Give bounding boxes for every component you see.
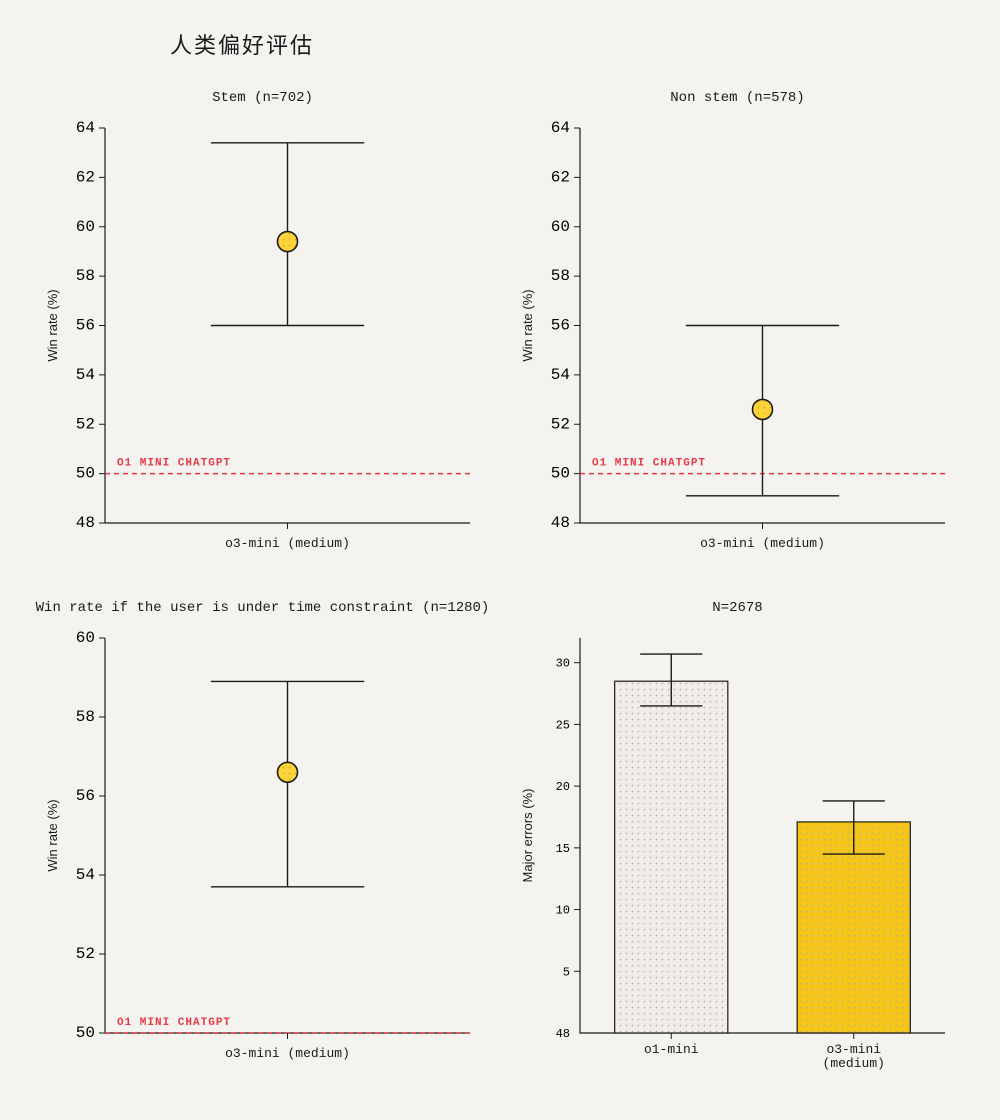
svg-text:60: 60 <box>551 218 570 236</box>
svg-text:48: 48 <box>556 1027 570 1041</box>
panel-time: Win rate if the user is under time const… <box>30 590 495 1090</box>
svg-text:54: 54 <box>76 866 95 884</box>
svg-text:60: 60 <box>76 218 95 236</box>
svg-text:62: 62 <box>551 168 570 186</box>
svg-text:o3-mini (medium): o3-mini (medium) <box>225 536 350 551</box>
svg-text:O1 MINI CHATGPT: O1 MINI CHATGPT <box>117 1017 231 1029</box>
panel-errors-title: N=2678 <box>505 600 970 616</box>
page-title: 人类偏好评估 <box>0 0 1000 60</box>
svg-text:20: 20 <box>556 780 570 794</box>
svg-text:10: 10 <box>556 904 570 918</box>
svg-text:Win rate (%): Win rate (%) <box>45 289 60 361</box>
svg-text:56: 56 <box>76 317 95 335</box>
svg-text:25: 25 <box>556 718 570 732</box>
svg-text:62: 62 <box>76 168 95 186</box>
svg-text:50: 50 <box>76 465 95 483</box>
svg-text:30: 30 <box>556 657 570 671</box>
svg-text:56: 56 <box>551 317 570 335</box>
svg-text:64: 64 <box>551 119 570 137</box>
svg-text:56: 56 <box>76 787 95 805</box>
svg-text:Major errors (%): Major errors (%) <box>520 789 535 883</box>
svg-text:54: 54 <box>551 366 570 384</box>
svg-text:58: 58 <box>76 267 95 285</box>
svg-text:(medium): (medium) <box>823 1056 885 1071</box>
chart-errors: 5 10 15 20 25 30 48 Major errors (%) o1-mini o3-m… <box>505 628 965 1088</box>
svg-text:o3-mini (medium): o3-mini (medium) <box>225 1046 350 1061</box>
svg-text:Win rate (%): Win rate (%) <box>520 289 535 361</box>
panel-stem: Stem (n=702) 48 50 52 54 56 58 60 62 64 Win rate … <box>30 80 495 580</box>
svg-text:50: 50 <box>551 465 570 483</box>
panel-stem-title: Stem (n=702) <box>30 90 495 106</box>
svg-text:O1 MINI CHATGPT: O1 MINI CHATGPT <box>117 458 231 470</box>
svg-text:Win rate (%): Win rate (%) <box>45 799 60 871</box>
panel-errors: N=2678 5 10 15 20 25 30 48 Major errors (%) o1-m… <box>505 590 970 1090</box>
svg-text:48: 48 <box>76 514 95 532</box>
svg-text:50: 50 <box>76 1024 95 1042</box>
svg-text:64: 64 <box>76 119 95 137</box>
chart-time: 50 52 54 56 58 60 Win rate (%) O1 MINI CHATGPT o… <box>30 628 490 1088</box>
chart-stem: 48 50 52 54 56 58 60 62 64 Win rate (%) O1 MINI CH… <box>30 118 490 578</box>
panel-nonstem: Non stem (n=578) 48 50 52 54 56 58 60 62 64 Win r… <box>505 80 970 580</box>
svg-text:o1-mini: o1-mini <box>644 1042 699 1057</box>
svg-text:o3-mini: o3-mini <box>826 1042 881 1057</box>
svg-text:54: 54 <box>76 366 95 384</box>
svg-text:52: 52 <box>551 415 570 433</box>
svg-text:48: 48 <box>551 514 570 532</box>
svg-text:60: 60 <box>76 629 95 647</box>
svg-text:o3-mini (medium): o3-mini (medium) <box>700 536 825 551</box>
svg-text:O1 MINI CHATGPT: O1 MINI CHATGPT <box>592 458 706 470</box>
svg-text:5: 5 <box>563 965 570 979</box>
svg-text:58: 58 <box>76 708 95 726</box>
svg-text:52: 52 <box>76 415 95 433</box>
chart-grid: Stem (n=702) 48 50 52 54 56 58 60 62 64 Win rate … <box>0 60 1000 1120</box>
svg-text:58: 58 <box>551 267 570 285</box>
chart-nonstem: 48 50 52 54 56 58 60 62 64 Win rate (%) O1 MINI CH… <box>505 118 965 578</box>
svg-text:52: 52 <box>76 945 95 963</box>
svg-text:15: 15 <box>556 842 570 856</box>
panel-time-title: Win rate if the user is under time const… <box>30 600 495 616</box>
panel-nonstem-title: Non stem (n=578) <box>505 90 970 106</box>
